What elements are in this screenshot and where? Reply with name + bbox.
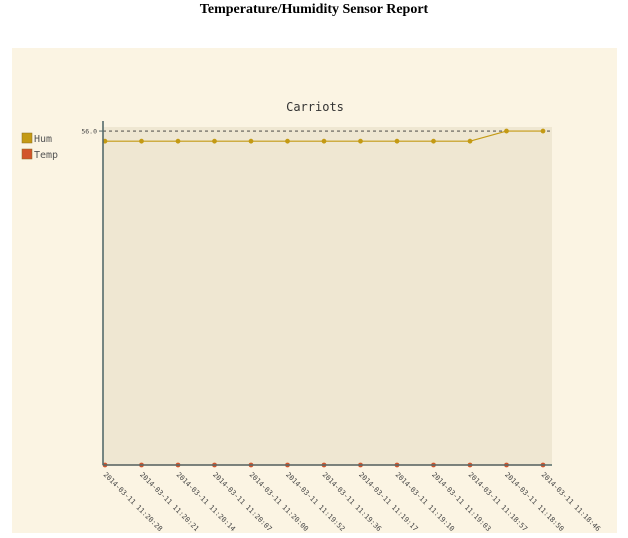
data-point-hum [540, 128, 546, 134]
plot-area [103, 127, 552, 465]
x-tick-label: 2014-03-11 11:20:21 [138, 471, 200, 533]
x-tick-label: 2014-03-11 11:19:52 [284, 471, 346, 533]
data-point-hum [102, 138, 108, 144]
data-point-hum [358, 138, 363, 144]
page-title: Temperature/Humidity Sensor Report [199, 2, 429, 17]
data-point-hum [285, 138, 290, 144]
x-tick-label: 2014-03-11 11:19:10 [394, 471, 456, 533]
data-point-hum [467, 138, 473, 144]
y-tick-labels: 56.0 [81, 128, 97, 136]
x-tick-label: 2014-03-11 11:20:14 [175, 471, 237, 533]
legend-swatch-hum [21, 132, 33, 144]
data-point-hum [212, 138, 217, 144]
chart-title: Carriots [286, 100, 344, 114]
chart-panel: Carriots Hum Temp 2014-03-11 11:20:28 2014… [12, 48, 617, 533]
data-point-hum [175, 138, 181, 144]
data-point-hum [248, 138, 254, 144]
data-point-hum [394, 138, 400, 144]
x-tick-label: 2014-03-11 11:18:50 [503, 471, 565, 533]
data-point-hum [139, 138, 144, 144]
x-tick-label: 2014-03-11 11:20:07 [211, 471, 273, 533]
x-tick-label: 2014-03-11 11:20:28 [102, 471, 164, 533]
x-tick-label: 2014-03-11 11:18:57 [467, 471, 529, 533]
data-point-hum [504, 128, 509, 134]
x-tick-label: 2014-03-11 11:19:36 [321, 471, 383, 533]
y-tick-label: 56.0 [81, 128, 97, 136]
legend-label-temp: Temp [34, 150, 58, 161]
x-tick-label: 2014-03-11 11:19:17 [357, 471, 419, 533]
x-tick-label: 2014-03-11 11:18:46 [540, 471, 602, 533]
x-tick-label: 2014-03-11 11:20:00 [248, 471, 310, 533]
data-point-hum [321, 138, 327, 144]
data-point-hum [431, 138, 436, 144]
legend-label-hum: Hum [34, 134, 52, 145]
legend: Hum Temp [21, 132, 58, 161]
legend-swatch-temp [21, 148, 33, 160]
axes [102, 121, 552, 466]
x-tick-label: 2014-03-11 11:19:03 [430, 471, 492, 533]
